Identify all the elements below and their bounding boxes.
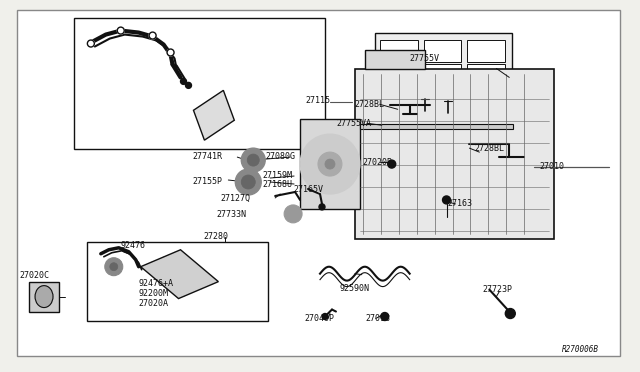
Circle shape: [284, 205, 302, 223]
Text: 27020B: 27020B: [363, 158, 393, 167]
Circle shape: [318, 152, 342, 176]
Text: 27010: 27010: [539, 161, 564, 171]
Bar: [87, 242, 268, 321]
Text: 2728BL: 2728BL: [474, 144, 504, 153]
Text: 27020A: 27020A: [139, 299, 169, 308]
Circle shape: [180, 78, 186, 84]
Text: 27733N: 27733N: [216, 211, 246, 219]
Text: 27163: 27163: [447, 199, 472, 208]
Ellipse shape: [35, 286, 53, 308]
Text: 92476+A: 92476+A: [139, 279, 173, 288]
Bar: [375, 33, 512, 94]
Bar: [424, 64, 461, 89]
Circle shape: [442, 196, 451, 204]
Polygon shape: [193, 90, 234, 140]
Text: 27723P: 27723P: [483, 285, 513, 294]
Text: 27115: 27115: [305, 96, 330, 105]
Text: 27080G: 27080G: [265, 152, 295, 161]
Bar: [300, 119, 360, 209]
Bar: [355, 70, 554, 239]
Text: 27127Q: 27127Q: [220, 193, 250, 202]
Circle shape: [88, 40, 94, 47]
Circle shape: [105, 258, 123, 276]
Bar: [380, 39, 418, 62]
Bar: [74, 17, 325, 149]
Circle shape: [241, 175, 255, 189]
Circle shape: [322, 314, 328, 320]
Circle shape: [300, 134, 360, 194]
Text: 27755V: 27755V: [410, 54, 440, 63]
Polygon shape: [141, 250, 218, 299]
Circle shape: [167, 49, 174, 56]
Text: 27168U: 27168U: [262, 180, 292, 189]
Text: 2728BL: 2728BL: [355, 100, 385, 109]
Circle shape: [381, 312, 388, 321]
Circle shape: [388, 160, 396, 168]
Text: 27165V: 27165V: [293, 186, 323, 195]
Text: R270006B: R270006B: [562, 345, 599, 354]
Bar: [467, 39, 506, 62]
Text: 27741R: 27741R: [193, 152, 223, 161]
Text: 27159M: 27159M: [262, 170, 292, 180]
Circle shape: [149, 32, 156, 39]
Bar: [365, 49, 424, 70]
Text: 27280: 27280: [204, 232, 228, 241]
Polygon shape: [360, 124, 513, 129]
Circle shape: [110, 263, 118, 271]
Circle shape: [506, 308, 515, 318]
Text: 27155P: 27155P: [193, 177, 223, 186]
Text: 27755VA: 27755VA: [337, 119, 372, 128]
Text: 27040P: 27040P: [304, 314, 334, 323]
Text: 92590N: 92590N: [340, 284, 370, 293]
Text: 27020C: 27020C: [19, 271, 49, 280]
Bar: [519, 73, 537, 86]
Text: 27018: 27018: [366, 314, 391, 323]
Circle shape: [319, 204, 325, 210]
Bar: [380, 64, 418, 89]
Circle shape: [186, 82, 191, 89]
Circle shape: [247, 154, 259, 166]
Circle shape: [236, 169, 261, 195]
Bar: [424, 39, 461, 62]
Text: 92200M: 92200M: [139, 289, 169, 298]
Bar: [467, 64, 506, 89]
Polygon shape: [29, 282, 59, 311]
Circle shape: [117, 27, 124, 34]
Circle shape: [241, 148, 265, 172]
Circle shape: [325, 159, 335, 169]
Text: 92476: 92476: [121, 241, 146, 250]
